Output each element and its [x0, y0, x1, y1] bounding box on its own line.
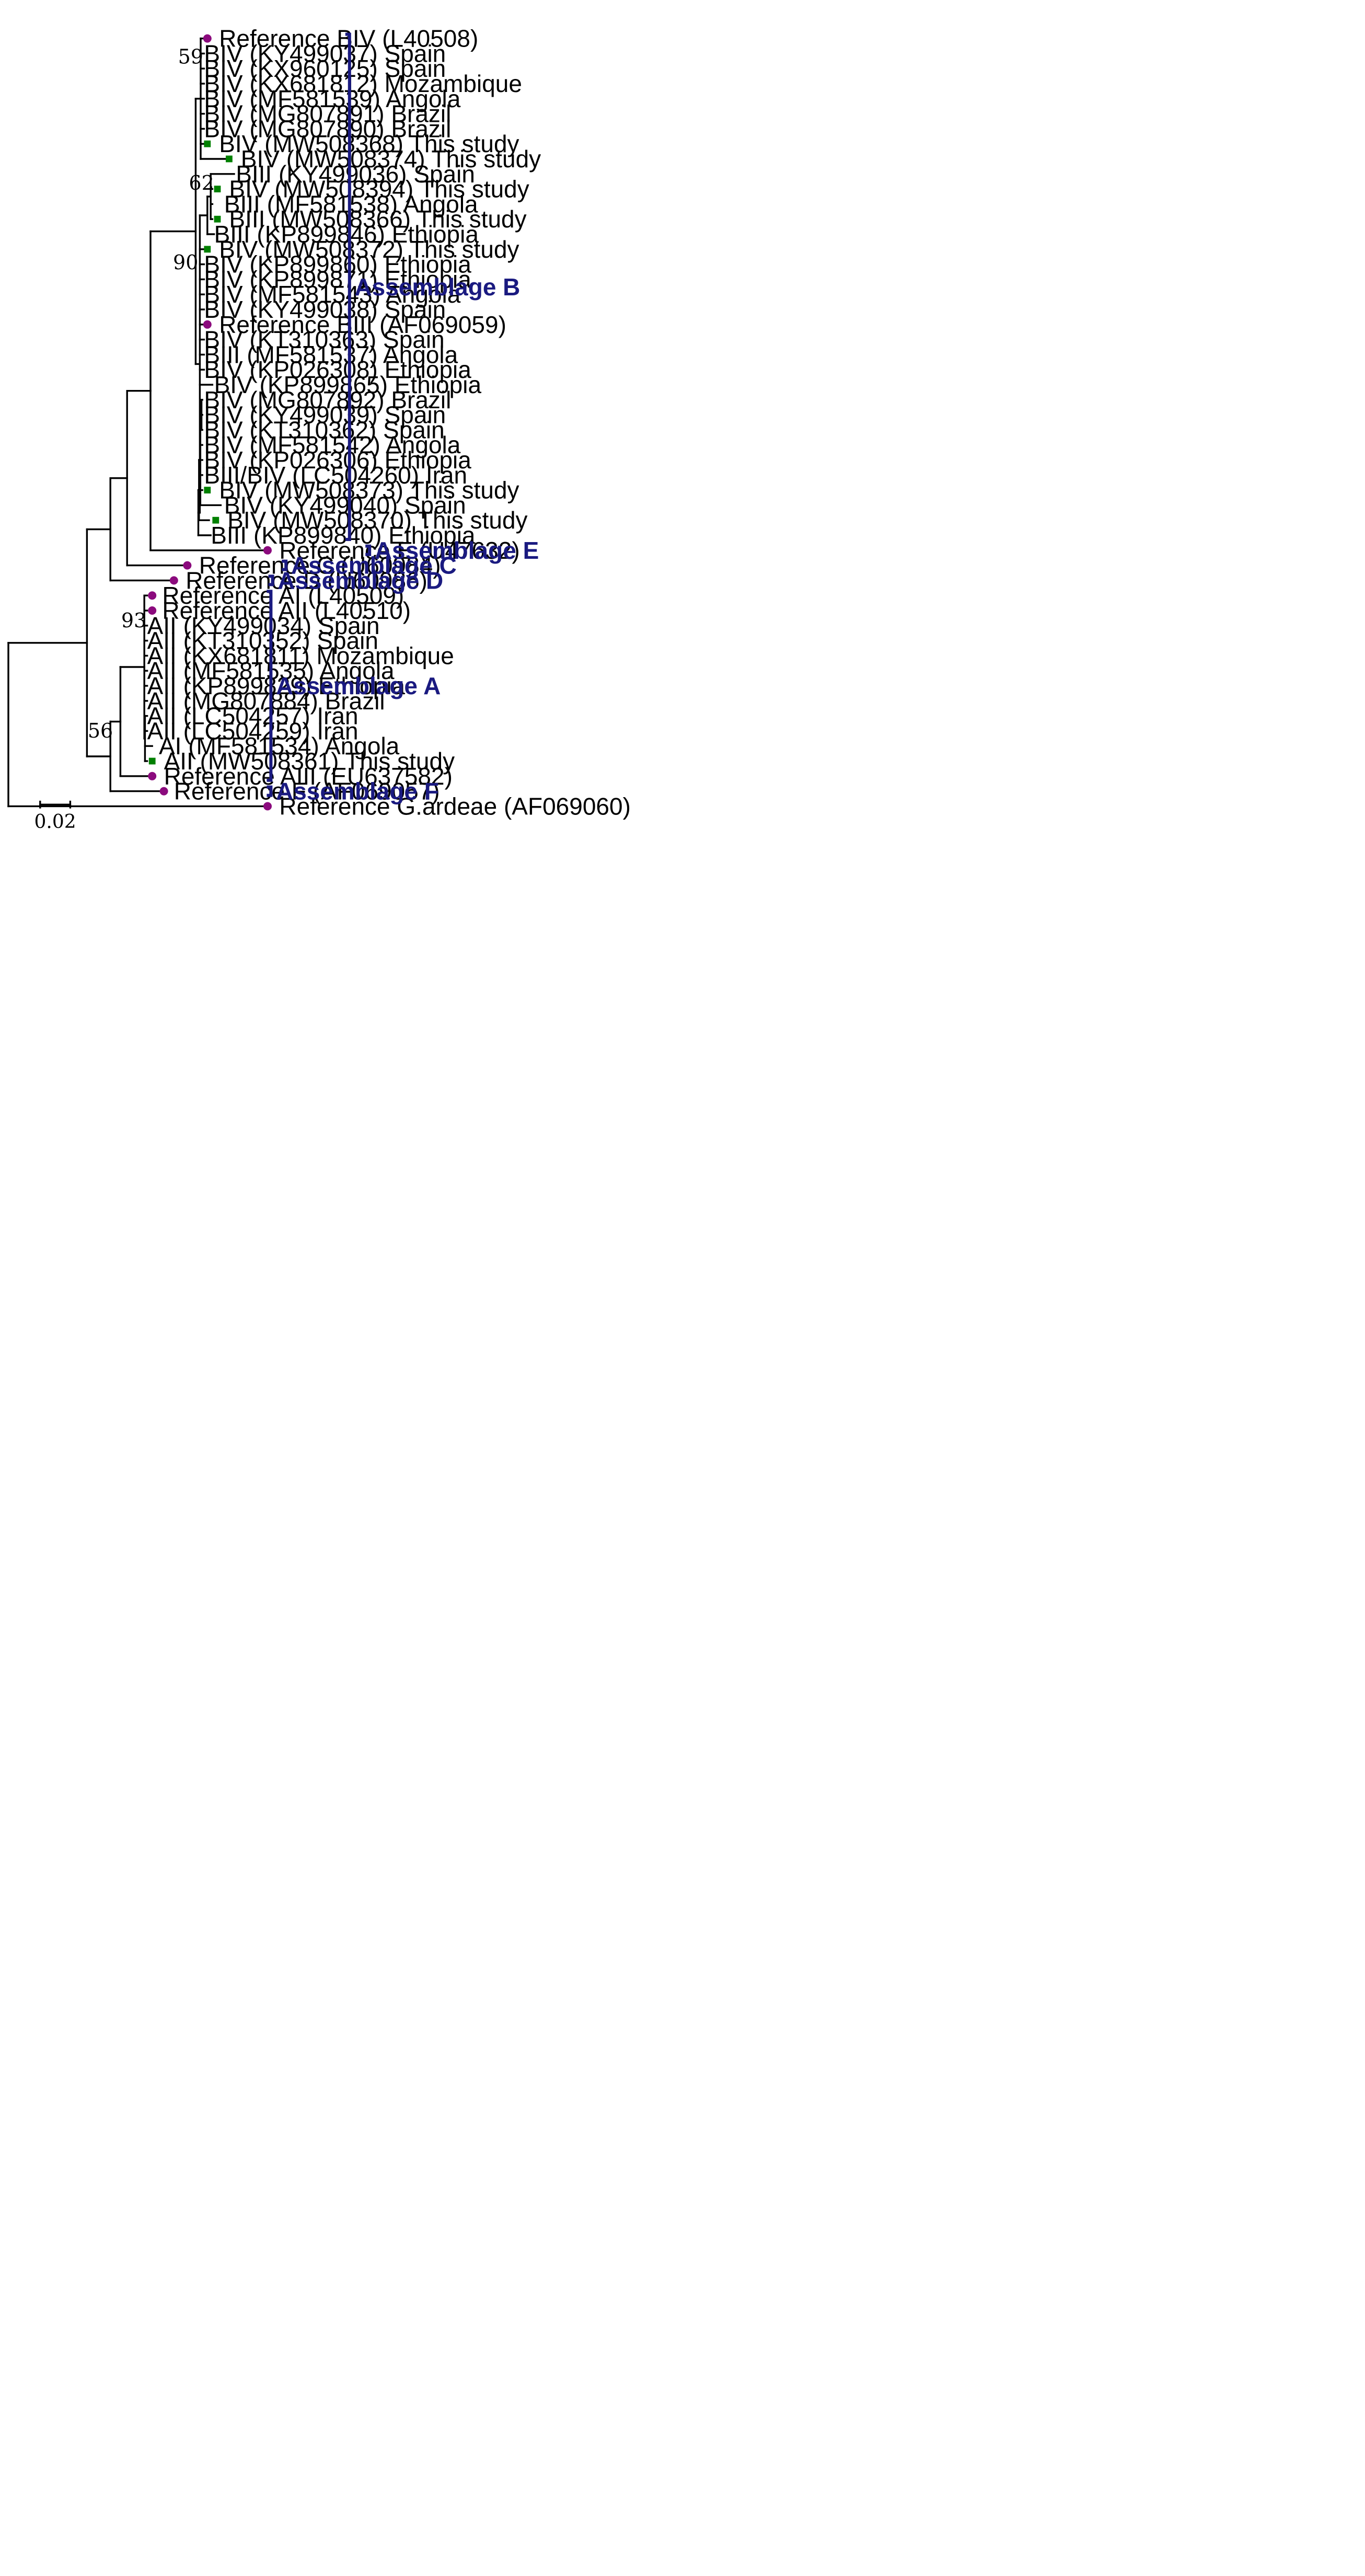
green-square-icon — [212, 516, 219, 524]
leaf-label: Reference E (U47632) — [279, 537, 519, 564]
green-square-icon — [214, 215, 221, 223]
bootstrap-values: 59 62 90 93 56 — [88, 45, 214, 743]
leaf-label: AII (LC504259) Iran — [147, 717, 358, 744]
green-square-icon — [226, 155, 233, 163]
leaf-label: AII (MG807884) Brazil — [147, 687, 385, 715]
purple-circle-icon — [263, 546, 272, 555]
green-square-icon — [214, 186, 221, 192]
assemblage-bracket — [345, 32, 351, 541]
leaf-label: AI (MF581534) Angola — [159, 732, 400, 760]
green-square-icon — [148, 757, 156, 765]
assemblage-bracket — [267, 590, 273, 782]
leaf-label: BIII (MW508366) This study — [229, 205, 526, 233]
leaf-label: BIII (KP899840) Ethiopia — [211, 522, 476, 549]
leaf-label: BIV (MW508372) This study — [219, 236, 519, 263]
purple-circle-icon — [169, 576, 178, 585]
tree-branches — [7, 37, 269, 808]
leaf-label: BIV (MW508394) This study — [229, 176, 529, 203]
bootstrap-value: 56 — [88, 719, 113, 742]
leaf-label: BIV (KY499037) Spain — [204, 40, 446, 67]
leaf-label: BIV (KP899860) Ethiopia — [204, 251, 471, 278]
leaf-label: Reference F (AF069057) — [174, 778, 440, 805]
leaf-label: BIII (KP899846) Ethiopia — [214, 221, 479, 248]
assemblage-label: Assemblage A — [276, 672, 441, 699]
tree-leaf-labels: Reference BIV (L40508)BIV (KY499037) Spa… — [147, 25, 631, 820]
leaf-label: BIV (MW508370) This study — [227, 507, 527, 534]
leaf-label: BIII (MF581537) Angola — [204, 341, 458, 368]
leaf-label: BIV (MG807890) Brazil — [204, 115, 451, 142]
leaf-label: BIV (MF581543) Angola — [204, 281, 460, 308]
assemblage-label: Assemblage C — [291, 552, 457, 579]
bootstrap-value: 90 — [173, 251, 198, 274]
bootstrap-value: 62 — [189, 171, 214, 194]
purple-circle-icon — [203, 34, 212, 43]
leaf-label: BIV (KP026306) Ethiopia — [204, 446, 471, 474]
leaf-label: Reference D (U60986) — [186, 567, 427, 594]
leaf-label: BIV (KT310362) Spain — [204, 416, 444, 443]
assemblage-bracket — [282, 559, 288, 571]
leaf-label: AII (MW508361) This study — [164, 748, 455, 775]
leaf-label: BIV (MF581539) Angola — [204, 85, 460, 112]
green-square-icon — [204, 246, 211, 253]
assemblage-bracket — [267, 785, 273, 797]
assemblage-label: Assemblage B — [354, 273, 520, 301]
leaf-label: BIII/BIV (LC504260) Iran — [204, 462, 467, 489]
leaf-label: BIV (MG807891) Brazil — [204, 100, 451, 128]
leaf-label: BIV (KT310363) Spain — [204, 326, 444, 353]
assemblage-label: Assemblage D — [277, 567, 443, 594]
leaf-label: BIV (MW508374) This study — [241, 145, 541, 172]
leaf-label: BIV (KP899871) Ethiopia — [204, 266, 471, 293]
purple-circle-icon — [263, 802, 272, 811]
leaf-label: BIV (MF581542) Angola — [204, 431, 460, 458]
scale-bar: 0.02 — [34, 800, 76, 833]
leaf-label: Reference AIII (EU637582) — [164, 763, 453, 790]
leaf-label: BIII (MF581538) Angola — [224, 190, 478, 217]
leaf-label: AII (KX681811) Mozambique — [147, 642, 454, 669]
purple-circle-icon — [183, 561, 192, 570]
leaf-label: BIV (MW508373) This study — [219, 477, 519, 504]
leaf-label: AII (KP899829) Ethiopia — [147, 672, 406, 699]
leaf-label: BIV (KX960125) Spain — [204, 55, 446, 82]
leaf-label: BIV (KY499039) Spain — [204, 401, 446, 429]
scale-bar-label: 0.02 — [34, 811, 76, 833]
leaf-label: Reference AII (L40510) — [162, 597, 411, 624]
leaf-label: BIV (MW508368) This study — [219, 130, 519, 157]
leaf-label: BIV (KY499038) Spain — [204, 296, 446, 323]
leaf-label: AII (KT310352) Spain — [147, 627, 378, 654]
leaf-label: Reference BIII (AF069059) — [219, 311, 506, 338]
leaf-label: AII (LC504257) Iran — [147, 703, 358, 730]
leaf-label: Reference G.ardeae (AF069060) — [279, 792, 631, 820]
leaf-label: BIV (MG807892) Brazil — [204, 386, 451, 413]
leaf-label: BIV (KX681812) Mozambique — [204, 70, 522, 97]
leaf-label: Reference C (U60984) — [199, 552, 441, 579]
leaf-label: BIV (KP899865) Ethiopia — [214, 371, 482, 398]
assemblage-label: Assemblage E — [375, 537, 539, 564]
leaf-label: AII (KY499034) Spain — [147, 612, 380, 639]
purple-circle-icon — [148, 772, 157, 780]
green-square-icon — [204, 487, 211, 493]
bootstrap-value: 93 — [121, 609, 146, 632]
bootstrap-value: 59 — [178, 45, 203, 68]
assemblage-bracket — [268, 574, 274, 586]
leaf-label: BIV (KP026308) Ethiopia — [204, 356, 471, 383]
purple-circle-icon — [148, 591, 157, 600]
assemblage-label: Assemblage F — [276, 778, 439, 805]
leaf-label: BIII (KY499036) Spain — [236, 160, 475, 188]
purple-circle-icon — [148, 606, 157, 615]
green-square-icon — [204, 140, 211, 147]
leaf-label: BIV (KY499040) Spain — [224, 491, 466, 519]
leaf-label: Reference AI (L40509) — [162, 582, 404, 609]
assemblage-bracket — [365, 544, 372, 556]
purple-circle-icon — [159, 787, 168, 796]
purple-circle-icon — [203, 320, 212, 329]
tree-markers — [148, 34, 272, 811]
